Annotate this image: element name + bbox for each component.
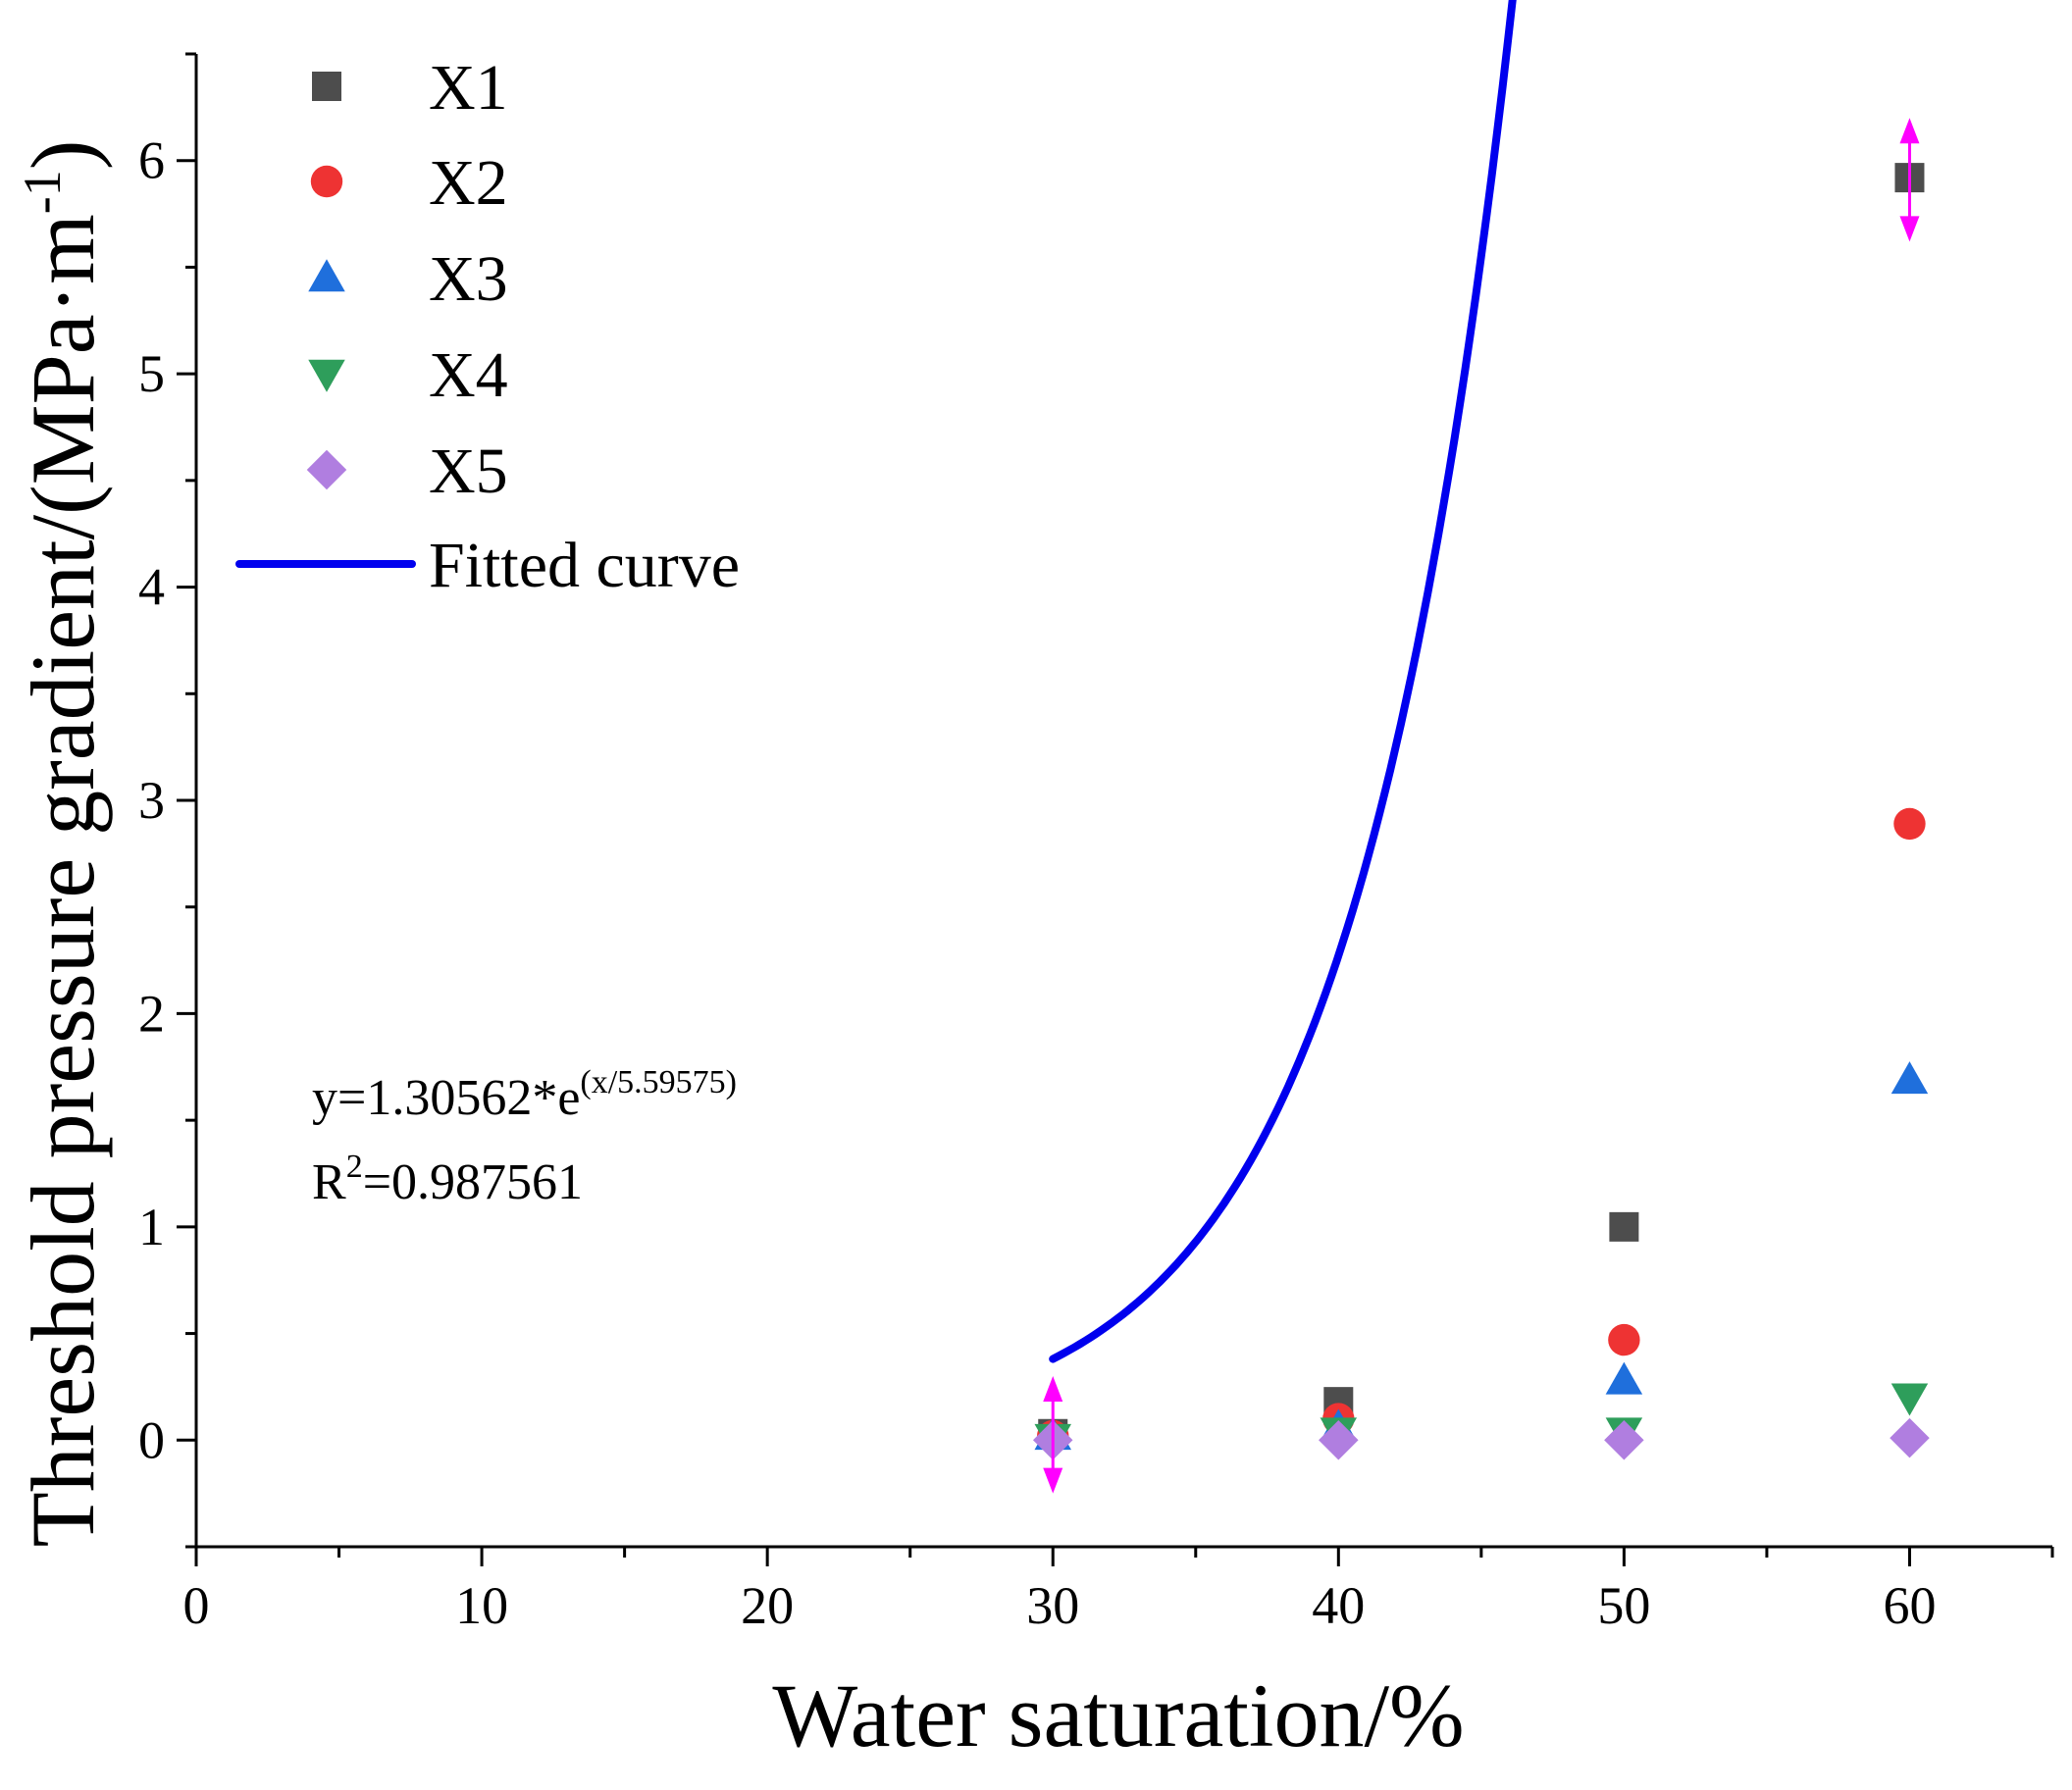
x-axis-title: Water saturation/%	[772, 1665, 1464, 1765]
legend-marker-x1	[312, 72, 341, 101]
y-tick-label: 2	[138, 984, 165, 1043]
fit-r2: R2=0.987561	[312, 1149, 583, 1210]
legend-item-x5: X5	[306, 435, 508, 507]
legend-item-x3: X3	[308, 243, 508, 315]
legend-label-fitted-curve: Fitted curve	[429, 530, 740, 601]
legend-item-x1: X1	[312, 52, 508, 124]
legend-label-x5: X5	[429, 435, 508, 507]
data-point-x1	[1609, 1211, 1639, 1242]
y-axis-title: Threshold pressure gradient/(MPa·m-1)	[13, 140, 113, 1548]
y-tick-label: 6	[138, 131, 165, 190]
axes: 0 10 20 30 40 50 60 0 1 2 3 4 5 6	[138, 52, 2054, 1635]
legend: X1 X2 X3 X4 X5 Fitted curve	[235, 52, 740, 601]
error-bars	[1043, 118, 1920, 1494]
error-bar	[1899, 118, 1920, 242]
fit-r2-sup: 2	[346, 1149, 363, 1185]
fit-equation-main: y=1.30562*e	[312, 1070, 580, 1126]
fitted-curve	[1049, 0, 1517, 1363]
error-bar-cap-bottom	[1899, 216, 1920, 242]
fit-equation-sup: (x/5.59575)	[580, 1064, 737, 1100]
fit-equation: y=1.30562*e(x/5.59575)	[312, 1064, 737, 1126]
y-axis-title-main: Threshold pressure gradient/(MPa·m	[13, 214, 113, 1547]
x-tick-label: 10	[455, 1576, 508, 1635]
legend-item-x4: X4	[308, 339, 508, 411]
data-point-x4	[1891, 1383, 1929, 1416]
data-point-x2	[1608, 1323, 1640, 1356]
x-tick-label: 50	[1597, 1576, 1650, 1635]
error-bar-cap-bottom	[1043, 1467, 1063, 1494]
data-point-x3	[1891, 1061, 1929, 1095]
x-tick-label: 0	[183, 1576, 210, 1635]
y-tick-label: 4	[138, 558, 165, 617]
legend-marker-x3	[308, 259, 345, 292]
legend-label-x2: X2	[429, 147, 508, 219]
y-tick-label: 1	[138, 1198, 165, 1256]
fit-r2-main: R	[312, 1154, 346, 1210]
data-point-x5	[1319, 1420, 1359, 1460]
y-tick-label: 3	[138, 771, 165, 830]
x-tick-label: 20	[741, 1576, 794, 1635]
legend-label-x4: X4	[429, 339, 508, 411]
data-points	[1032, 163, 1930, 1460]
y-tick-label: 0	[138, 1410, 165, 1469]
data-point-x2	[1893, 807, 1926, 841]
data-point-x5	[1604, 1420, 1644, 1460]
legend-marker-x4	[308, 359, 345, 392]
legend-item-fitted-curve: Fitted curve	[235, 530, 740, 601]
fit-layer	[1049, 0, 1517, 1363]
y-axis-title-close: )	[13, 140, 113, 171]
x-tick-label: 60	[1883, 1576, 1936, 1635]
legend-marker-x5	[306, 449, 347, 490]
data-point-x5	[1890, 1417, 1930, 1458]
legend-label-x3: X3	[429, 243, 508, 315]
error-bar	[1043, 1376, 1063, 1494]
legend-item-x2: X2	[310, 147, 508, 219]
error-bar-cap-top	[1899, 118, 1920, 144]
legend-label-x1: X1	[429, 52, 508, 124]
x-tick-label: 30	[1026, 1576, 1079, 1635]
y-tick-label: 5	[138, 344, 165, 403]
x-tick-label: 40	[1312, 1576, 1365, 1635]
fit-r2-value: =0.987561	[363, 1154, 583, 1210]
y-axis-title-sup: -1	[13, 170, 72, 214]
data-point-x3	[1605, 1361, 1643, 1395]
error-bar-cap-top	[1043, 1376, 1063, 1403]
legend-marker-x2	[310, 165, 343, 198]
